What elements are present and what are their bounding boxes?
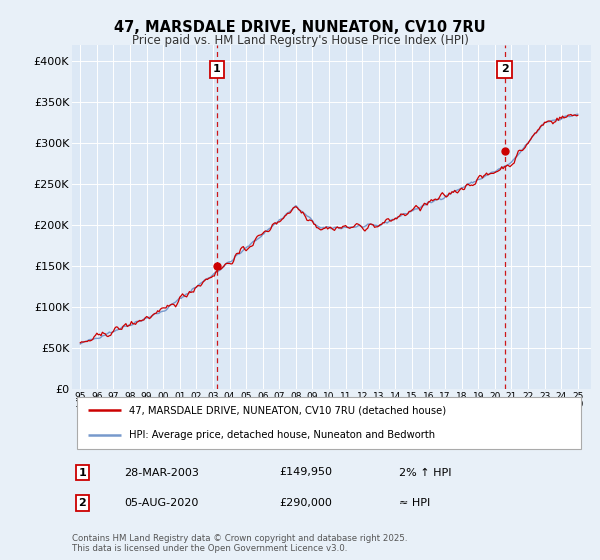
Text: 05-AUG-2020: 05-AUG-2020 <box>124 498 198 508</box>
Text: £149,950: £149,950 <box>280 468 332 478</box>
Text: 1: 1 <box>79 468 86 478</box>
Text: 2: 2 <box>79 498 86 508</box>
Text: 2: 2 <box>501 64 508 74</box>
Text: Contains HM Land Registry data © Crown copyright and database right 2025.
This d: Contains HM Land Registry data © Crown c… <box>72 534 407 553</box>
Text: 1: 1 <box>213 64 221 74</box>
Text: 47, MARSDALE DRIVE, NUNEATON, CV10 7RU: 47, MARSDALE DRIVE, NUNEATON, CV10 7RU <box>114 20 486 35</box>
Text: Price paid vs. HM Land Registry's House Price Index (HPI): Price paid vs. HM Land Registry's House … <box>131 34 469 46</box>
Text: HPI: Average price, detached house, Nuneaton and Bedworth: HPI: Average price, detached house, Nune… <box>129 430 435 440</box>
Text: ≈ HPI: ≈ HPI <box>399 498 430 508</box>
Text: 28-MAR-2003: 28-MAR-2003 <box>124 468 199 478</box>
Text: £290,000: £290,000 <box>280 498 332 508</box>
Text: 47, MARSDALE DRIVE, NUNEATON, CV10 7RU (detached house): 47, MARSDALE DRIVE, NUNEATON, CV10 7RU (… <box>129 405 446 416</box>
Text: 2% ↑ HPI: 2% ↑ HPI <box>399 468 451 478</box>
FancyBboxPatch shape <box>77 397 581 449</box>
